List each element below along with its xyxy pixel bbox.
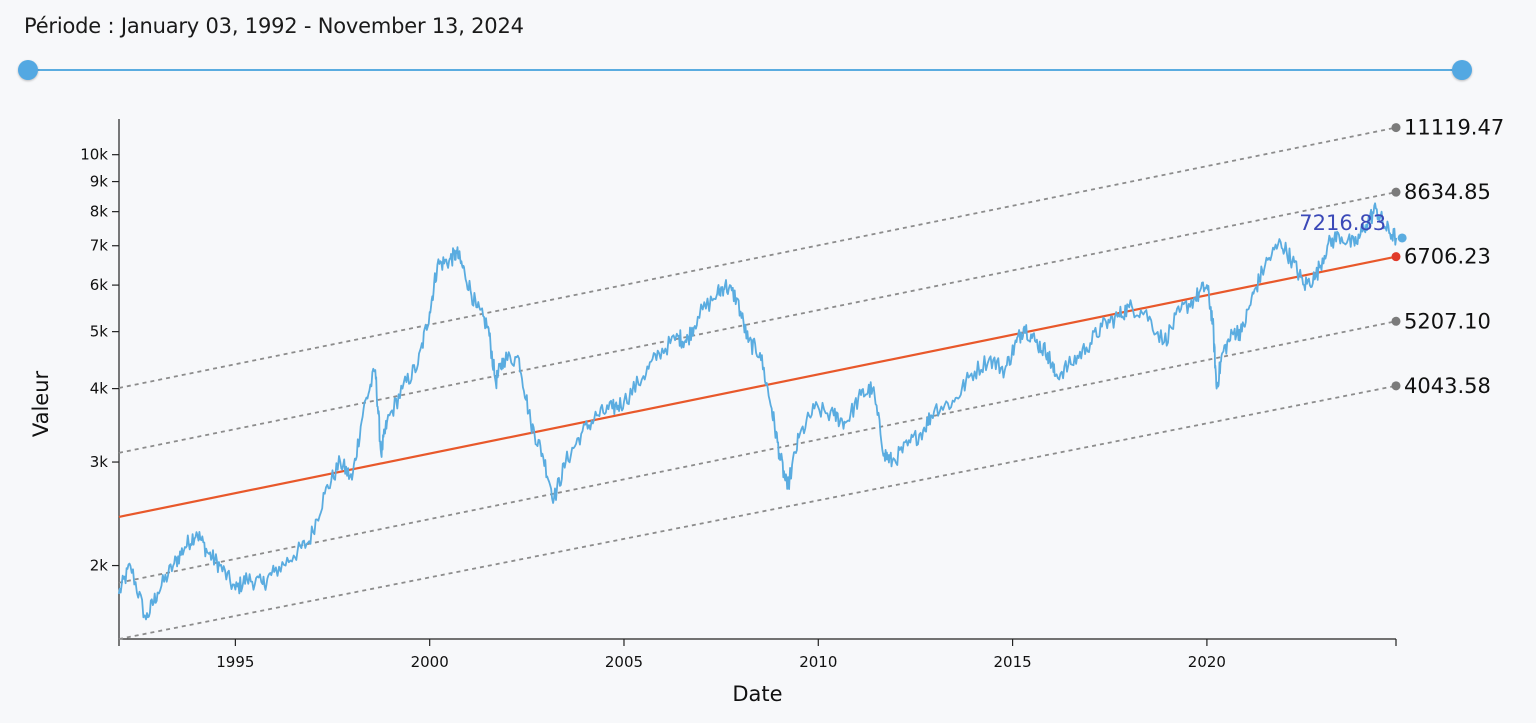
trend-end-label-regression: 6706.23	[1404, 245, 1491, 269]
period-label: Période : January 03, 1992 - November 13…	[24, 14, 524, 38]
trend-line-lower-1	[118, 320, 1397, 584]
trend-end-label-upper-1: 8634.85	[1404, 180, 1491, 204]
y-tick-label: 5k	[90, 323, 109, 341]
y-tick-label: 9k	[90, 173, 109, 191]
series-last-point	[1397, 233, 1407, 243]
trend-line-lower-2	[118, 384, 1397, 640]
y-tick-label: 4k	[90, 380, 109, 398]
y-tick-label: 3k	[90, 453, 109, 471]
trend-end-marker-lower-1	[1391, 316, 1401, 326]
trend-end-label-upper-2: 11119.47	[1404, 116, 1504, 140]
y-tick-label: 8k	[90, 203, 109, 221]
x-tick-label: 2015	[993, 653, 1031, 671]
trend-end-marker-upper-2	[1391, 123, 1401, 133]
y-tick-label: 10k	[80, 146, 108, 164]
y-axis-title: Valeur	[29, 370, 53, 437]
slider-start-handle[interactable]	[18, 60, 38, 80]
period-range-slider[interactable]	[18, 60, 1472, 80]
slider-track[interactable]	[28, 69, 1462, 71]
series-last-value-label: 7216.83	[1299, 211, 1386, 235]
trend-end-label-lower-1: 5207.10	[1404, 309, 1491, 333]
y-tick-label: 6k	[90, 276, 109, 294]
x-tick-label: 1995	[216, 653, 254, 671]
trend-line-upper-1	[118, 191, 1397, 454]
y-tick-label: 2k	[90, 557, 109, 575]
series-line	[117, 202, 1398, 621]
x-tick-label: 2005	[605, 653, 643, 671]
x-tick-label: 2010	[799, 653, 837, 671]
trend-line-regression	[118, 255, 1397, 518]
x-axis-title: Date	[732, 682, 782, 706]
y-tick-label: 7k	[90, 237, 109, 255]
trend-end-label-lower-2: 4043.58	[1404, 374, 1491, 398]
trend-end-marker-regression	[1391, 252, 1401, 262]
trend-line-upper-2	[118, 126, 1397, 389]
x-tick-label: 2000	[411, 653, 449, 671]
slider-end-handle[interactable]	[1452, 60, 1472, 80]
trend-end-marker-lower-2	[1391, 381, 1401, 391]
x-tick-label: 2020	[1188, 653, 1226, 671]
trend-end-marker-upper-1	[1391, 187, 1401, 197]
